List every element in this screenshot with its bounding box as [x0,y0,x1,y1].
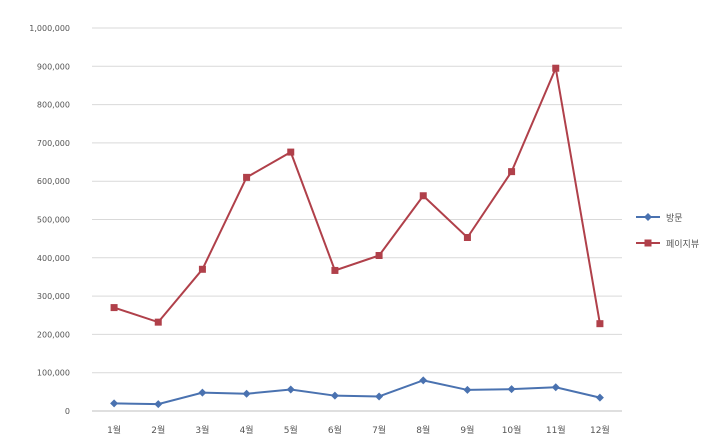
x-tick-label: 7월 [372,424,386,436]
data-point [507,385,516,394]
data-point [419,192,427,200]
legend-label: 방문 [666,213,683,224]
data-point [110,399,119,408]
x-tick-label: 9월 [460,424,474,436]
data-point [508,168,516,176]
legend-marker [644,213,652,221]
data-point [463,234,471,242]
x-tick-label: 2월 [151,424,165,436]
y-tick-label: 500,000 [37,216,70,225]
data-point [198,388,207,397]
legend-item: 페이지뷰 [636,239,699,250]
x-tick-label: 5월 [284,424,298,436]
y-tick-label: 400,000 [37,254,70,263]
data-point [330,391,339,400]
data-point [110,304,118,312]
data-point [463,385,472,394]
data-point [375,392,384,401]
data-point [154,318,162,326]
data-point [287,148,295,156]
data-point [198,265,206,273]
y-tick-label: 1,000,000 [29,24,70,33]
gridlines [92,27,622,412]
y-tick-label: 0 [65,407,70,416]
x-tick-label: 6월 [328,424,342,436]
legend-item: 방문 [636,213,683,224]
x-tick-label: 11월 [546,424,566,436]
x-tick-label: 4월 [240,424,254,436]
data-point [242,389,251,398]
y-tick-label: 700,000 [37,139,70,148]
y-tick-label: 800,000 [37,101,70,110]
y-tick-label: 300,000 [37,292,70,301]
legend-label: 페이지뷰 [666,239,699,250]
data-point [286,385,295,394]
data-point [596,320,604,328]
x-tick-label: 3월 [195,424,209,436]
data-point [154,400,163,409]
series-visits [110,376,604,409]
x-tick-label: 10월 [502,424,522,436]
y-tick-label: 200,000 [37,330,70,339]
series-line [114,379,601,406]
data-point [419,376,428,385]
y-tick-label: 100,000 [37,369,70,378]
data-point [551,383,560,392]
series-line [113,64,601,324]
data-point [331,266,339,274]
data-point [375,252,383,260]
x-axis-tick-labels: 1월 2월 3월 4월 5월 6월 7월 8월 9월 10월 11월 12월 [107,424,610,436]
data-point [552,64,560,72]
legend-marker [644,239,652,247]
data-point [243,173,251,181]
y-axis-tick-labels: 0 100,000 200,000 300,000 400,000 500,000 600,… [29,24,70,416]
series-layer [110,64,604,409]
x-tick-label: 12월 [590,424,610,436]
y-tick-label: 600,000 [37,177,70,186]
data-point [595,393,604,402]
y-tick-label: 900,000 [37,62,70,71]
series-pageviews [110,64,604,328]
x-tick-label: 1월 [107,424,121,436]
x-tick-label: 8월 [416,424,430,436]
